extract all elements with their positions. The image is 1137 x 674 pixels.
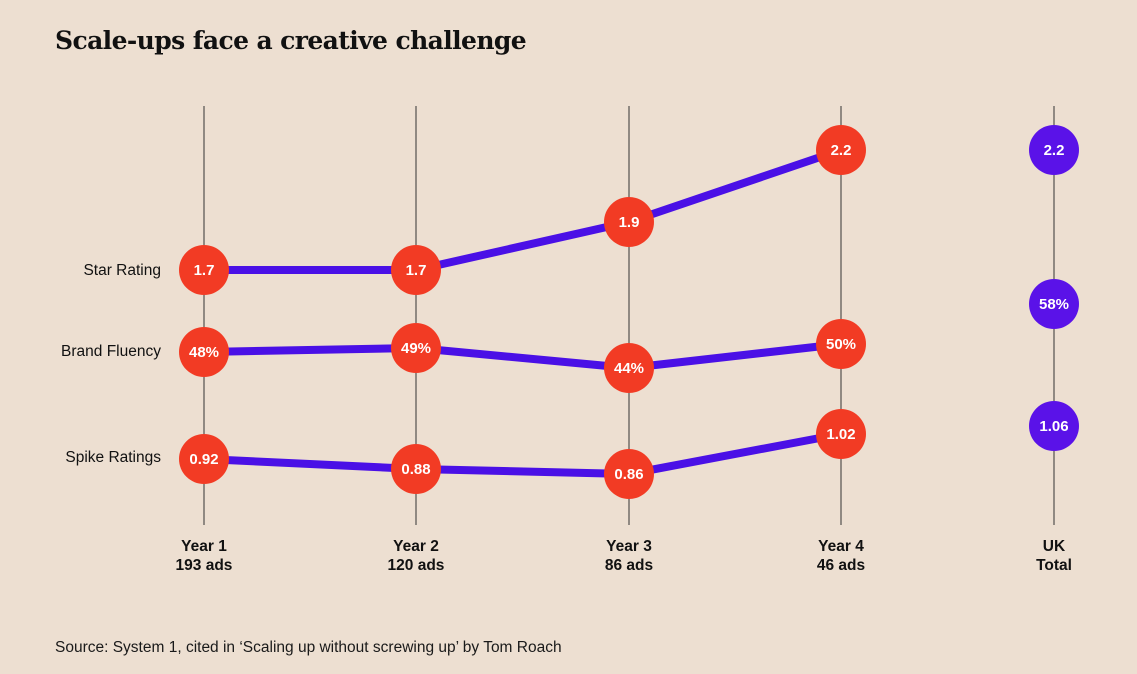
data-label: 50% <box>826 336 856 353</box>
tick-label-line1: UK <box>1043 538 1066 555</box>
data-label: 2.2 <box>831 142 852 159</box>
data-point-marker <box>816 409 866 459</box>
data-label: 49% <box>401 340 431 357</box>
spike-ratings-point-year-4: 1.02 <box>816 409 866 459</box>
uk-total-marker <box>1029 401 1079 451</box>
uk-total-label: 1.06 <box>1039 418 1068 435</box>
tick-label-line2: 120 ads <box>388 557 445 574</box>
data-label: 1.7 <box>406 262 427 279</box>
star-rating-point-uk-total: 2.2 <box>1029 125 1079 175</box>
spike-ratings-point-year-2: 0.88 <box>391 444 441 494</box>
data-label: 0.88 <box>401 461 430 478</box>
data-label: 1.9 <box>619 214 640 231</box>
brand-fluency-point-year-3: 44% <box>604 343 654 393</box>
uk-total-label: 58% <box>1039 296 1069 313</box>
star-rating-line <box>200 146 845 274</box>
tick-label-line1: Year 2 <box>393 538 439 555</box>
data-label: 48% <box>189 344 219 361</box>
data-point-marker <box>179 434 229 484</box>
data-point-marker <box>604 343 654 393</box>
spike-ratings-line <box>200 430 845 478</box>
tick-label-line1: Year 4 <box>818 538 864 555</box>
brand-fluency-point-year-4: 50% <box>816 319 866 369</box>
data-point-marker <box>179 327 229 377</box>
tick-label-year-3: Year 3 86 ads <box>605 538 653 574</box>
chart-title: Scale-ups face a creative challenge <box>55 26 527 55</box>
data-point-marker <box>391 245 441 295</box>
brand-fluency-point-year-2: 49% <box>391 323 441 373</box>
uk-total-marker <box>1029 125 1079 175</box>
data-points: 1.7 1.7 1.9 2.2 2.2 48% 49% 44% 50% 58% 0.92 0.88 0.… <box>179 125 1079 499</box>
tick-label-year-1: Year 1 193 ads <box>176 538 233 574</box>
series-label-brand-fluency: Brand Fluency <box>61 343 161 360</box>
uk-total-marker <box>1029 279 1079 329</box>
tick-label-line1: Year 1 <box>181 538 227 555</box>
data-label: 44% <box>614 360 644 377</box>
source-note: Source: System 1, cited in ‘Scaling up w… <box>55 639 562 656</box>
series-labels: Star Rating Brand Fluency Spike Ratings <box>61 262 161 466</box>
data-point-marker <box>179 245 229 295</box>
data-label: 1.02 <box>826 426 855 443</box>
tick-label-line2: 86 ads <box>605 557 653 574</box>
star-rating-point-year-3: 1.9 <box>604 197 654 247</box>
series-label-spike-ratings: Spike Ratings <box>65 449 161 466</box>
star-rating-point-year-1: 1.7 <box>179 245 229 295</box>
tick-label-line2: 193 ads <box>176 557 233 574</box>
tick-label-uk-total: UK Total <box>1036 538 1072 574</box>
spike-ratings-point-year-1: 0.92 <box>179 434 229 484</box>
data-label: 1.7 <box>194 262 215 279</box>
data-point-marker <box>391 444 441 494</box>
tick-label-year-4: Year 4 46 ads <box>817 538 865 574</box>
data-point-marker <box>816 125 866 175</box>
uk-total-label: 2.2 <box>1044 142 1065 159</box>
brand-fluency-point-year-1: 48% <box>179 327 229 377</box>
tick-label-line2: 46 ads <box>817 557 865 574</box>
spike-ratings-point-year-3: 0.86 <box>604 449 654 499</box>
spike-ratings-point-uk-total: 1.06 <box>1029 401 1079 451</box>
star-rating-point-year-2: 1.7 <box>391 245 441 295</box>
data-point-marker <box>391 323 441 373</box>
brand-fluency-line <box>200 340 845 372</box>
series-label-star-rating: Star Rating <box>83 262 161 279</box>
data-point-marker <box>816 319 866 369</box>
data-label: 0.86 <box>614 466 643 483</box>
data-point-marker <box>604 197 654 247</box>
brand-fluency-point-uk-total: 58% <box>1029 279 1079 329</box>
series-lines <box>200 146 845 478</box>
tick-label-line2: Total <box>1036 557 1072 574</box>
tick-label-line1: Year 3 <box>606 538 652 555</box>
data-point-marker <box>604 449 654 499</box>
tick-label-year-2: Year 2 120 ads <box>388 538 445 574</box>
data-label: 0.92 <box>189 451 218 468</box>
star-rating-point-year-4: 2.2 <box>816 125 866 175</box>
